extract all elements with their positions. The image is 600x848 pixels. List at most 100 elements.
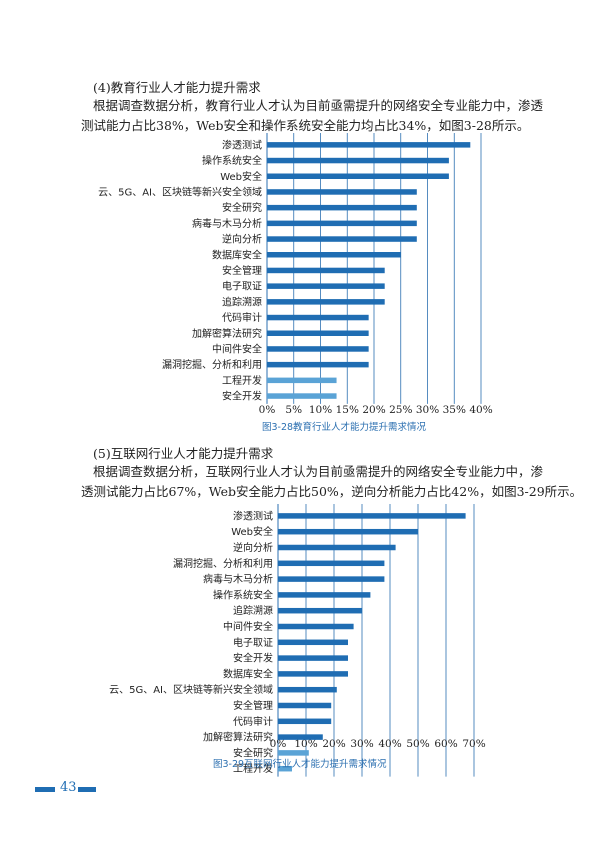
x-tick-label: 40% bbox=[378, 738, 401, 750]
category-label: 漏洞挖掘、分析和利用 bbox=[162, 358, 262, 371]
category-label: 电子取证 bbox=[233, 636, 273, 649]
x-tick-label: 0% bbox=[259, 404, 276, 416]
category-label: 安全管理 bbox=[233, 699, 273, 712]
bar bbox=[267, 361, 369, 368]
category-label: 安全研究 bbox=[222, 201, 262, 214]
category-label: 追踪溯源 bbox=[233, 604, 273, 617]
bar bbox=[278, 544, 396, 551]
bar bbox=[278, 607, 362, 614]
bar bbox=[267, 236, 417, 242]
paragraph-internet: 根据调查数据分析，互联网行业人才认为目前亟需提升的网络安全专业能力中，渗 透测试… bbox=[81, 462, 582, 502]
category-label: 渗透测试 bbox=[233, 509, 273, 522]
category-label: 中间件安全 bbox=[223, 620, 273, 633]
section-heading-education: (4)教育行业人才能力提升需求 bbox=[93, 80, 261, 95]
paragraph-line: 根据调查数据分析，互联网行业人才认为目前亟需提升的网络安全专业能力中，渗 bbox=[93, 464, 544, 479]
bar bbox=[267, 142, 471, 148]
category-label: 操作系统安全 bbox=[202, 154, 262, 167]
bar bbox=[278, 718, 332, 725]
footer-bar-left bbox=[35, 787, 55, 792]
bar bbox=[278, 639, 348, 646]
paragraph-line: 测试能力占比38%，Web安全和操作系统安全能力均占比34%，如图3-28所示。 bbox=[81, 118, 530, 133]
category-label: 云、5G、AI、区块链等新兴安全领域 bbox=[109, 683, 273, 696]
x-tick-label: 5% bbox=[285, 404, 302, 416]
bar bbox=[278, 765, 292, 772]
bar bbox=[267, 299, 385, 305]
category-label: 数据库安全 bbox=[223, 667, 273, 680]
category-label: 云、5G、AI、区块链等新兴安全领域 bbox=[98, 185, 262, 198]
x-tick-label: 30% bbox=[350, 738, 373, 750]
category-label: 漏洞挖掘、分析和利用 bbox=[173, 557, 273, 570]
category-label: 安全管理 bbox=[222, 264, 262, 277]
paragraph-line: 根据调查数据分析，教育行业人才认为目前亟需提升的网络安全专业能力中，渗透 bbox=[93, 98, 544, 113]
category-label: 安全开发 bbox=[233, 652, 273, 665]
category-label: 逆向分析 bbox=[233, 541, 273, 554]
bar bbox=[267, 267, 385, 274]
category-label: 加解密算法研究 bbox=[192, 327, 262, 340]
bar bbox=[267, 330, 369, 336]
category-label: 病毒与木马分析 bbox=[192, 217, 262, 230]
bar bbox=[278, 560, 385, 567]
bar bbox=[267, 204, 417, 211]
bar bbox=[278, 655, 348, 661]
x-tick-label: 40% bbox=[469, 404, 492, 416]
bar bbox=[267, 377, 337, 384]
bar bbox=[267, 393, 337, 399]
category-label: Web安全 bbox=[231, 525, 273, 538]
paragraph-education: 根据调查数据分析，教育行业人才认为目前亟需提升的网络安全专业能力中，渗透 测试能… bbox=[81, 96, 544, 136]
bar bbox=[278, 702, 332, 709]
bar bbox=[278, 513, 466, 519]
chart-caption-education: 图3-28教育行业人才能力提升需求情况 bbox=[262, 422, 427, 433]
category-label: 操作系统安全 bbox=[213, 588, 273, 601]
category-label: 追踪溯源 bbox=[222, 295, 262, 308]
bar bbox=[267, 189, 417, 195]
footer-bar-right bbox=[78, 787, 96, 792]
section-heading-internet: (5)互联网行业人才能力提升需求 bbox=[93, 446, 274, 461]
category-label: 渗透测试 bbox=[222, 138, 262, 151]
bar bbox=[267, 252, 401, 258]
category-label: 安全研究 bbox=[233, 746, 273, 759]
category-label: 数据库安全 bbox=[212, 248, 262, 261]
x-tick-label: 15% bbox=[336, 404, 359, 416]
category-label: 逆向分析 bbox=[222, 233, 262, 246]
x-tick-label: 60% bbox=[434, 738, 457, 750]
category-label: 代码审计 bbox=[233, 715, 273, 728]
bar bbox=[278, 576, 385, 582]
bar bbox=[278, 528, 418, 535]
bar bbox=[278, 750, 309, 756]
bar bbox=[267, 346, 369, 352]
category-label: Web安全 bbox=[220, 170, 262, 183]
x-tick-label: 20% bbox=[362, 404, 385, 416]
category-label: 中间件安全 bbox=[212, 342, 262, 355]
x-tick-label: 70% bbox=[462, 738, 485, 750]
bar bbox=[278, 592, 371, 598]
category-label: 电子取证 bbox=[222, 280, 262, 293]
category-label: 加解密算法研究 bbox=[203, 731, 273, 744]
paragraph-line: 透测试能力占比67%，Web安全能力占比50%，逆向分析能力占比42%，如图3-… bbox=[81, 484, 583, 499]
category-label: 代码审计 bbox=[222, 311, 262, 324]
x-tick-label: 20% bbox=[322, 738, 345, 750]
x-tick-label: 35% bbox=[443, 404, 466, 416]
category-label: 病毒与木马分析 bbox=[203, 573, 273, 586]
category-label: 工程开发 bbox=[233, 762, 273, 775]
x-tick-label: 25% bbox=[389, 404, 412, 416]
x-tick-label: 50% bbox=[406, 738, 429, 750]
chart-caption-internet: 图3-29互联网行业人才能力提升需求情况 bbox=[213, 759, 387, 770]
bar bbox=[278, 623, 354, 630]
page-number: 43 bbox=[60, 780, 77, 795]
bar bbox=[267, 173, 449, 179]
bar bbox=[278, 671, 348, 677]
x-tick-label: 0% bbox=[270, 738, 287, 750]
category-label: 安全开发 bbox=[222, 390, 262, 403]
bar bbox=[267, 220, 417, 227]
bar bbox=[267, 283, 385, 289]
x-tick-label: 30% bbox=[416, 404, 439, 416]
x-tick-label: 10% bbox=[309, 404, 332, 416]
bar bbox=[278, 734, 323, 740]
bar bbox=[278, 686, 337, 693]
category-label: 工程开发 bbox=[222, 374, 262, 387]
bar bbox=[267, 157, 449, 164]
x-tick-label: 10% bbox=[294, 738, 317, 750]
bar bbox=[267, 314, 369, 321]
